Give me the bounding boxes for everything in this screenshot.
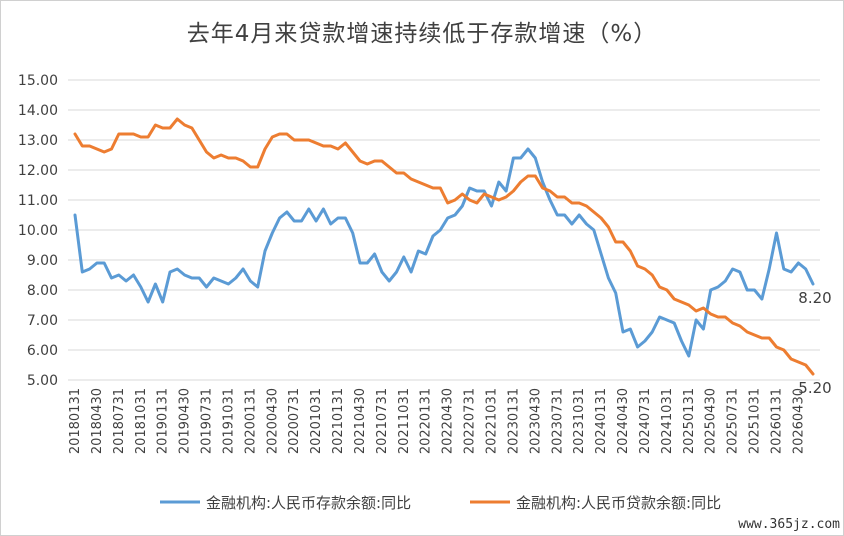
x-tick-label: 20180430	[90, 388, 105, 454]
x-tick-label: 20200131	[243, 388, 258, 454]
x-tick-label: 20211031	[397, 388, 412, 454]
x-tick-label: 20221031	[484, 388, 499, 454]
data-label: 8.20	[798, 289, 831, 307]
x-tick-label: 20250430	[704, 388, 719, 454]
legend-label-2: 金融机构:人民币贷款余额:同比	[516, 494, 721, 512]
x-tick-label: 20210731	[375, 388, 390, 454]
x-tick-label: 20210131	[331, 388, 346, 454]
y-tick-label: 12.00	[18, 163, 58, 179]
x-tick-label: 20250731	[726, 388, 741, 454]
chart-title: 去年4月来贷款增速持续低于存款增速（%）	[186, 21, 658, 47]
x-tick-label: 20180131	[68, 388, 83, 454]
x-tick-label: 20260430	[791, 388, 806, 454]
y-tick-label: 14.00	[18, 103, 58, 119]
x-tick-label: 20190430	[178, 388, 193, 454]
x-tick-label: 20260131	[769, 388, 784, 454]
x-tick-label: 20180731	[112, 388, 127, 454]
series-line-1	[73, 147, 815, 358]
y-tick-label: 6.00	[27, 343, 58, 359]
y-tick-label: 13.00	[18, 133, 58, 149]
x-tick-label: 20181031	[134, 388, 149, 454]
x-tick-label: 20251031	[748, 388, 763, 454]
x-tick-label: 20240731	[638, 388, 653, 454]
x-tick-label: 20230131	[506, 388, 521, 454]
y-tick-label: 7.00	[27, 313, 58, 329]
x-tick-label: 20220131	[419, 388, 434, 454]
x-tick-label: 20200430	[265, 388, 280, 454]
y-tick-label: 15.00	[18, 73, 58, 89]
x-tick-label: 20200731	[287, 388, 302, 454]
x-tick-label: 20220430	[441, 388, 456, 454]
x-tick-label: 20210430	[353, 388, 368, 454]
data-label: 5.20	[798, 379, 831, 397]
x-tick-label: 20240430	[616, 388, 631, 454]
x-tick-label: 20230430	[528, 388, 543, 454]
x-tick-label: 20190131	[156, 388, 171, 454]
x-tick-label: 20190731	[200, 388, 215, 454]
series-line-2	[73, 117, 815, 376]
y-tick-label: 9.00	[27, 253, 58, 269]
y-tick-label: 8.00	[27, 283, 58, 299]
x-tick-label: 20231031	[572, 388, 587, 454]
legend-label-1: 金融机构:人民币存款余额:同比	[206, 494, 411, 512]
x-tick-label: 20241031	[660, 388, 675, 454]
watermark: www.365jz.com	[738, 517, 840, 532]
x-tick-label: 20250131	[682, 388, 697, 454]
y-tick-label: 11.00	[18, 193, 58, 209]
x-tick-label: 20220731	[463, 388, 478, 454]
y-tick-label: 10.00	[18, 223, 58, 239]
y-tick-label: 5.00	[27, 373, 58, 389]
x-tick-label: 20191031	[221, 388, 236, 454]
x-tick-label: 20240131	[594, 388, 609, 454]
x-tick-label: 20230731	[550, 388, 565, 454]
x-tick-label: 20201031	[309, 388, 324, 454]
